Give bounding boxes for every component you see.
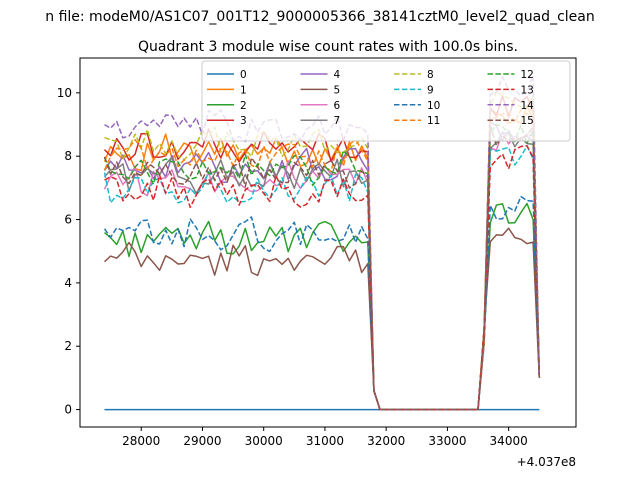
legend-label-8: 8 bbox=[427, 69, 434, 81]
legend-label-1: 1 bbox=[240, 84, 247, 96]
figure-suptitle: n file: modeM0/AS1C07_001T12_9000005366_… bbox=[45, 9, 594, 25]
x-tick-label: 33000 bbox=[428, 434, 466, 448]
legend-label-15: 15 bbox=[521, 115, 534, 127]
y-axis: 0 2 4 6 8 10 bbox=[57, 86, 80, 417]
x-tick-label: 28000 bbox=[122, 434, 160, 448]
legend-label-5: 5 bbox=[334, 84, 341, 96]
y-tick-label: 2 bbox=[64, 339, 72, 353]
y-tick-label: 6 bbox=[64, 213, 72, 227]
legend-label-10: 10 bbox=[427, 100, 440, 112]
series-line-15 bbox=[103, 125, 541, 411]
legend-label-3: 3 bbox=[240, 115, 247, 127]
y-tick-label: 4 bbox=[64, 276, 72, 290]
y-tick-label: 8 bbox=[64, 149, 72, 163]
legend-label-6: 6 bbox=[334, 100, 341, 112]
legend-label-12: 12 bbox=[521, 69, 534, 81]
x-tick-label: 34000 bbox=[490, 434, 528, 448]
x-tick-label: 31000 bbox=[306, 434, 344, 448]
series-line-9 bbox=[103, 145, 541, 411]
x-tick-label: 30000 bbox=[245, 434, 283, 448]
legend-label-11: 11 bbox=[427, 115, 440, 127]
x-axis: 28000 29000 30000 31000 32000 33000 34000 bbox=[122, 427, 528, 448]
legend-label-2: 2 bbox=[240, 100, 247, 112]
legend-label-0: 0 bbox=[240, 69, 247, 81]
x-offset-label: +4.037e8 bbox=[517, 455, 576, 469]
legend-label-7: 7 bbox=[334, 115, 341, 127]
legend-label-14: 14 bbox=[521, 100, 535, 112]
x-tick-label: 32000 bbox=[367, 434, 405, 448]
series-line-13 bbox=[104, 145, 541, 411]
legend-label-9: 9 bbox=[427, 84, 434, 96]
legend-frame bbox=[201, 60, 571, 142]
axes-frame bbox=[79, 57, 577, 428]
y-tick-label: 0 bbox=[64, 403, 72, 417]
chart-title: Quadrant 3 module wise count rates with … bbox=[138, 39, 518, 55]
x-tick-label: 29000 bbox=[183, 434, 221, 448]
legend-label-4: 4 bbox=[334, 69, 341, 81]
legend-label-13: 13 bbox=[521, 84, 534, 96]
y-tick-label: 10 bbox=[57, 86, 72, 100]
